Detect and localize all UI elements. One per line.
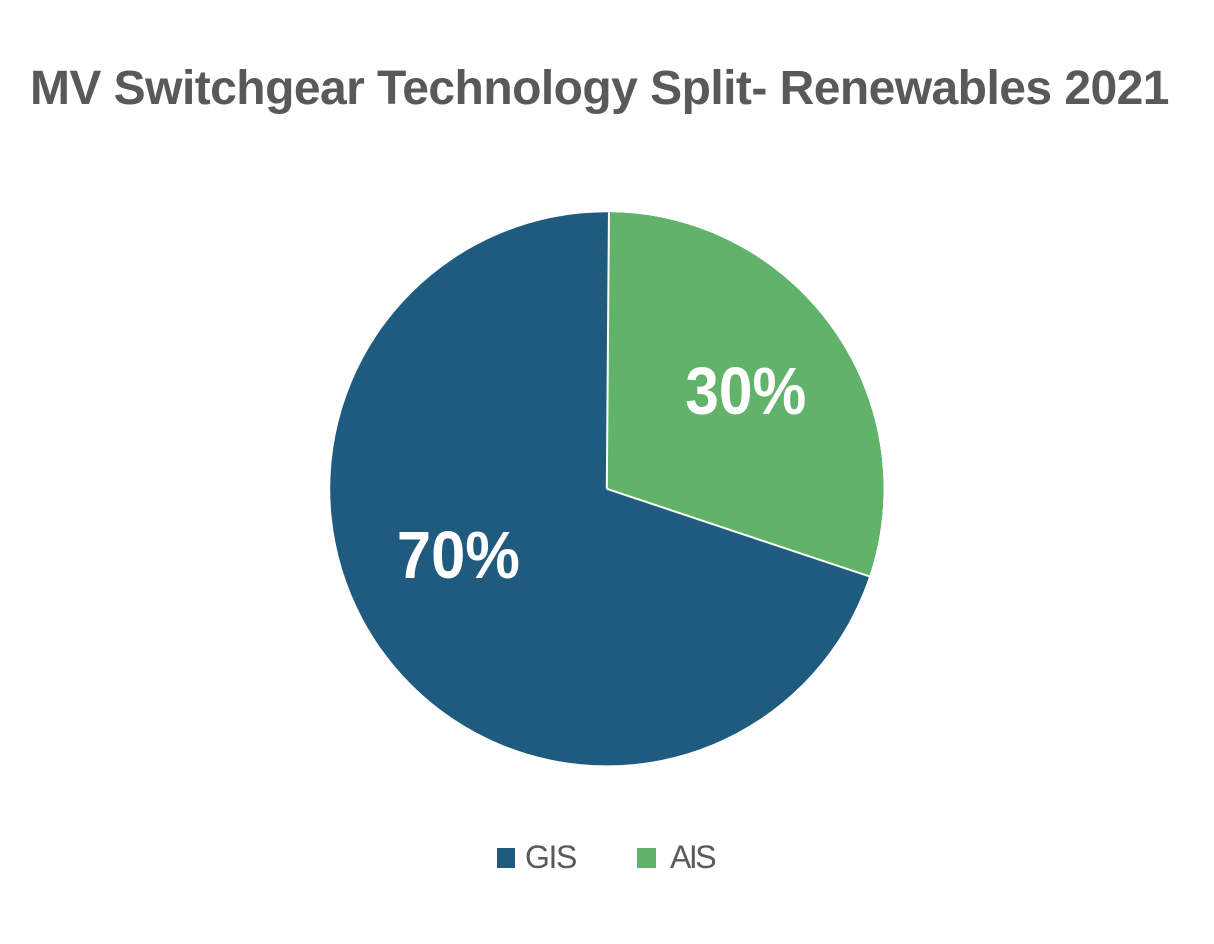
svg-text:70%: 70% — [397, 518, 520, 593]
svg-text:AIS: AIS — [670, 839, 715, 875]
svg-text:GIS: GIS — [525, 839, 576, 875]
svg-text:MV Switchgear Technology Split: MV Switchgear Technology Split- Renewabl… — [30, 62, 1169, 115]
svg-text:30%: 30% — [685, 354, 806, 429]
